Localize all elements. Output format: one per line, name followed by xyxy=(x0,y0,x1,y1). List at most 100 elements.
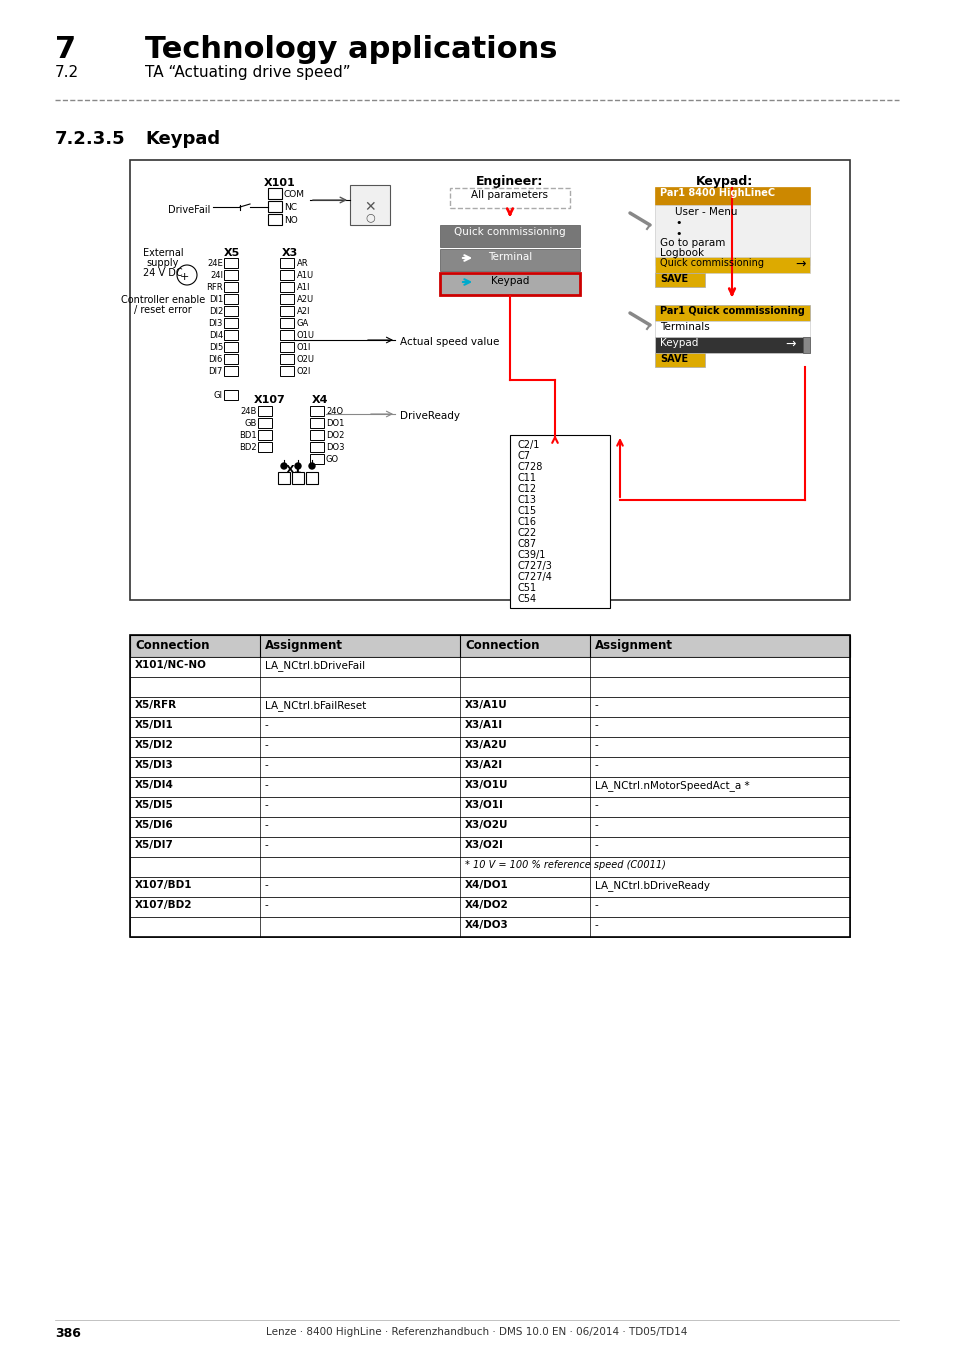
Text: X107/BD2: X107/BD2 xyxy=(135,900,193,910)
Text: Technology applications: Technology applications xyxy=(145,35,557,63)
Text: X5/DI2: X5/DI2 xyxy=(135,740,173,751)
Text: DriveReady: DriveReady xyxy=(399,410,459,421)
Text: Keypad: Keypad xyxy=(145,130,220,148)
Text: LA_NCtrl.bDriveFail: LA_NCtrl.bDriveFail xyxy=(265,660,365,671)
Text: BD1: BD1 xyxy=(239,431,256,440)
Text: -: - xyxy=(595,760,598,770)
Text: 24B: 24B xyxy=(240,406,256,416)
Text: NO: NO xyxy=(284,216,297,225)
Text: DI6: DI6 xyxy=(209,355,223,364)
Text: A2I: A2I xyxy=(296,306,310,316)
Text: X5/DI5: X5/DI5 xyxy=(135,801,173,810)
Text: C728: C728 xyxy=(517,462,543,472)
Text: DI1: DI1 xyxy=(209,296,223,304)
Bar xyxy=(310,418,324,428)
Text: GO: GO xyxy=(326,455,338,464)
Bar xyxy=(130,778,849,796)
Bar xyxy=(130,896,849,917)
Bar xyxy=(655,305,809,321)
Bar xyxy=(257,441,272,452)
Text: Logbook: Logbook xyxy=(659,248,703,258)
Text: ○: ○ xyxy=(365,212,375,221)
Text: -: - xyxy=(595,720,598,730)
Text: X107: X107 xyxy=(253,396,286,405)
Bar xyxy=(130,717,849,737)
Text: 386: 386 xyxy=(55,1327,81,1341)
Text: Keypad: Keypad xyxy=(659,338,698,348)
Text: NC: NC xyxy=(284,202,296,212)
Text: GB: GB xyxy=(244,418,256,428)
Bar xyxy=(310,441,324,452)
Text: X5/RFR: X5/RFR xyxy=(135,701,177,710)
Bar xyxy=(450,188,569,208)
Text: X4/DO1: X4/DO1 xyxy=(464,880,508,890)
Bar xyxy=(280,270,294,279)
Bar xyxy=(277,472,290,485)
Bar xyxy=(130,676,849,697)
Text: C11: C11 xyxy=(517,472,537,483)
Text: 7.2: 7.2 xyxy=(55,65,79,80)
Text: Assignment: Assignment xyxy=(595,639,672,652)
Bar xyxy=(350,185,390,225)
Text: Controller enable: Controller enable xyxy=(121,296,205,305)
Text: supply: supply xyxy=(147,258,179,269)
Bar xyxy=(292,472,304,485)
Text: X5: X5 xyxy=(224,248,240,258)
Text: X3/O1U: X3/O1U xyxy=(464,780,508,790)
Bar xyxy=(280,354,294,364)
Bar xyxy=(310,406,324,416)
Bar xyxy=(655,352,704,367)
Text: External: External xyxy=(143,248,183,258)
Text: -: - xyxy=(595,801,598,810)
Text: C727/4: C727/4 xyxy=(517,572,553,582)
Text: DI7: DI7 xyxy=(209,367,223,377)
Text: DI3: DI3 xyxy=(209,319,223,328)
Text: 24O: 24O xyxy=(326,406,343,416)
Text: TA “Actuating drive speed”: TA “Actuating drive speed” xyxy=(145,65,351,80)
Text: A2U: A2U xyxy=(296,296,314,304)
Text: DI4: DI4 xyxy=(209,331,223,340)
Bar xyxy=(280,306,294,316)
Bar xyxy=(280,329,294,340)
Bar xyxy=(130,878,849,896)
Text: -: - xyxy=(265,760,269,770)
Text: Keypad: Keypad xyxy=(490,275,529,286)
Bar xyxy=(130,737,849,757)
Text: C15: C15 xyxy=(517,506,537,516)
Text: Terminals: Terminals xyxy=(659,323,709,332)
Text: Assignment: Assignment xyxy=(265,639,343,652)
Text: C54: C54 xyxy=(517,594,537,603)
Text: GA: GA xyxy=(296,319,309,328)
Bar xyxy=(310,431,324,440)
Text: / reset error: / reset error xyxy=(134,305,192,315)
Text: Engineer:: Engineer: xyxy=(476,176,543,188)
Text: DO3: DO3 xyxy=(326,443,344,452)
Text: X5/DI4: X5/DI4 xyxy=(135,780,173,790)
Text: -: - xyxy=(595,840,598,850)
Text: RFR: RFR xyxy=(206,284,223,292)
Bar xyxy=(130,634,849,657)
Text: X3/O2I: X3/O2I xyxy=(464,840,503,850)
Text: LA_NCtrl.bDriveReady: LA_NCtrl.bDriveReady xyxy=(595,880,709,891)
Bar xyxy=(224,258,237,269)
Text: LA_NCtrl.nMotorSpeedAct_a *: LA_NCtrl.nMotorSpeedAct_a * xyxy=(595,780,749,791)
Bar xyxy=(655,256,809,273)
Text: DriveFail: DriveFail xyxy=(168,205,210,215)
Bar xyxy=(224,329,237,340)
Text: Par1 Quick commissioning: Par1 Quick commissioning xyxy=(659,306,804,316)
Text: C16: C16 xyxy=(517,517,537,526)
Text: Keypad:: Keypad: xyxy=(696,176,753,188)
Text: X3/O1I: X3/O1I xyxy=(464,801,503,810)
Text: X3/O2U: X3/O2U xyxy=(464,819,508,830)
Text: A1U: A1U xyxy=(296,271,314,279)
Circle shape xyxy=(294,463,301,468)
Text: X4/DO2: X4/DO2 xyxy=(464,900,508,910)
Text: A1I: A1I xyxy=(296,284,310,292)
Text: -: - xyxy=(265,840,269,850)
Text: C39/1: C39/1 xyxy=(517,549,546,560)
Text: •: • xyxy=(675,217,680,228)
Bar xyxy=(439,273,579,296)
Bar xyxy=(257,431,272,440)
Bar xyxy=(310,454,324,464)
Bar xyxy=(280,282,294,292)
